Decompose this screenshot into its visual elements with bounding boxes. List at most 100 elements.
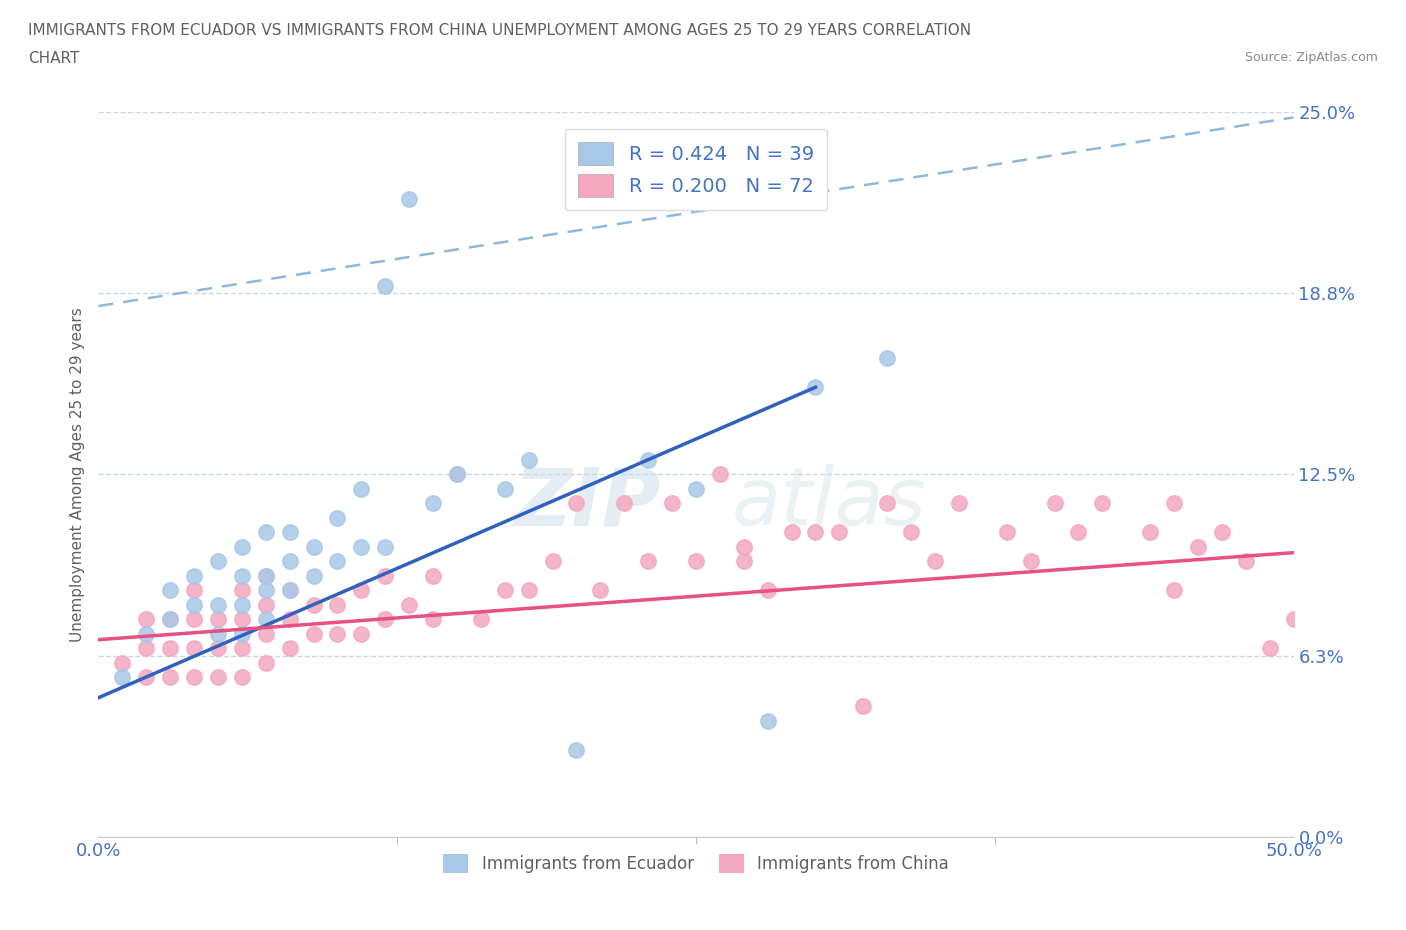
Text: ZIP: ZIP	[513, 464, 661, 542]
Point	[159, 583, 181, 598]
Point	[207, 612, 229, 627]
Point	[1163, 496, 1185, 511]
Point	[900, 525, 922, 539]
Point	[231, 670, 253, 684]
Point	[876, 351, 898, 365]
Point	[302, 568, 325, 583]
Text: atlas: atlas	[733, 464, 927, 542]
Point	[350, 539, 373, 554]
Point	[183, 583, 205, 598]
Point	[685, 554, 707, 569]
Point	[135, 670, 157, 684]
Point	[254, 597, 277, 612]
Point	[302, 539, 325, 554]
Point	[326, 554, 349, 569]
Point	[517, 452, 540, 467]
Text: IMMIGRANTS FROM ECUADOR VS IMMIGRANTS FROM CHINA UNEMPLOYMENT AMONG AGES 25 TO 2: IMMIGRANTS FROM ECUADOR VS IMMIGRANTS FR…	[28, 23, 972, 38]
Point	[159, 612, 181, 627]
Point	[207, 627, 229, 642]
Point	[924, 554, 946, 569]
Point	[494, 583, 516, 598]
Point	[278, 583, 301, 598]
Point	[278, 554, 301, 569]
Point	[231, 612, 253, 627]
Point	[278, 612, 301, 627]
Text: Source: ZipAtlas.com: Source: ZipAtlas.com	[1244, 51, 1378, 64]
Point	[637, 554, 659, 569]
Point	[159, 612, 181, 627]
Point	[302, 597, 325, 612]
Point	[709, 467, 731, 482]
Point	[183, 641, 205, 656]
Point	[685, 482, 707, 497]
Point	[159, 641, 181, 656]
Point	[231, 627, 253, 642]
Point	[422, 496, 444, 511]
Point	[231, 641, 253, 656]
Point	[254, 568, 277, 583]
Point	[756, 583, 779, 598]
Point	[589, 583, 612, 598]
Point	[733, 554, 755, 569]
Point	[541, 554, 564, 569]
Point	[350, 627, 373, 642]
Point	[183, 568, 205, 583]
Point	[1211, 525, 1233, 539]
Point	[374, 539, 396, 554]
Point	[446, 467, 468, 482]
Point	[1234, 554, 1257, 569]
Point	[1258, 641, 1281, 656]
Point	[254, 583, 277, 598]
Point	[565, 496, 588, 511]
Point	[374, 568, 396, 583]
Legend: Immigrants from Ecuador, Immigrants from China: Immigrants from Ecuador, Immigrants from…	[436, 847, 956, 880]
Point	[756, 713, 779, 728]
Point	[1163, 583, 1185, 598]
Point	[374, 278, 396, 293]
Point	[111, 670, 134, 684]
Point	[183, 612, 205, 627]
Point	[995, 525, 1018, 539]
Point	[159, 670, 181, 684]
Point	[302, 627, 325, 642]
Point	[876, 496, 898, 511]
Point	[350, 482, 373, 497]
Point	[1139, 525, 1161, 539]
Point	[804, 379, 827, 394]
Point	[135, 612, 157, 627]
Point	[1187, 539, 1209, 554]
Point	[780, 525, 803, 539]
Point	[278, 583, 301, 598]
Point	[350, 583, 373, 598]
Point	[111, 656, 134, 671]
Point	[183, 597, 205, 612]
Point	[254, 525, 277, 539]
Point	[254, 656, 277, 671]
Point	[398, 192, 420, 206]
Point	[326, 597, 349, 612]
Point	[278, 525, 301, 539]
Point	[1067, 525, 1090, 539]
Point	[231, 583, 253, 598]
Point	[183, 670, 205, 684]
Point	[207, 597, 229, 612]
Point	[207, 670, 229, 684]
Point	[231, 568, 253, 583]
Point	[254, 612, 277, 627]
Y-axis label: Unemployment Among Ages 25 to 29 years: Unemployment Among Ages 25 to 29 years	[69, 307, 84, 642]
Text: CHART: CHART	[28, 51, 80, 66]
Point	[494, 482, 516, 497]
Point	[446, 467, 468, 482]
Point	[398, 597, 420, 612]
Point	[326, 511, 349, 525]
Point	[470, 612, 492, 627]
Point	[804, 525, 827, 539]
Point	[231, 539, 253, 554]
Point	[733, 539, 755, 554]
Point	[422, 612, 444, 627]
Point	[326, 627, 349, 642]
Point	[852, 699, 875, 714]
Point	[135, 641, 157, 656]
Point	[254, 568, 277, 583]
Point	[517, 583, 540, 598]
